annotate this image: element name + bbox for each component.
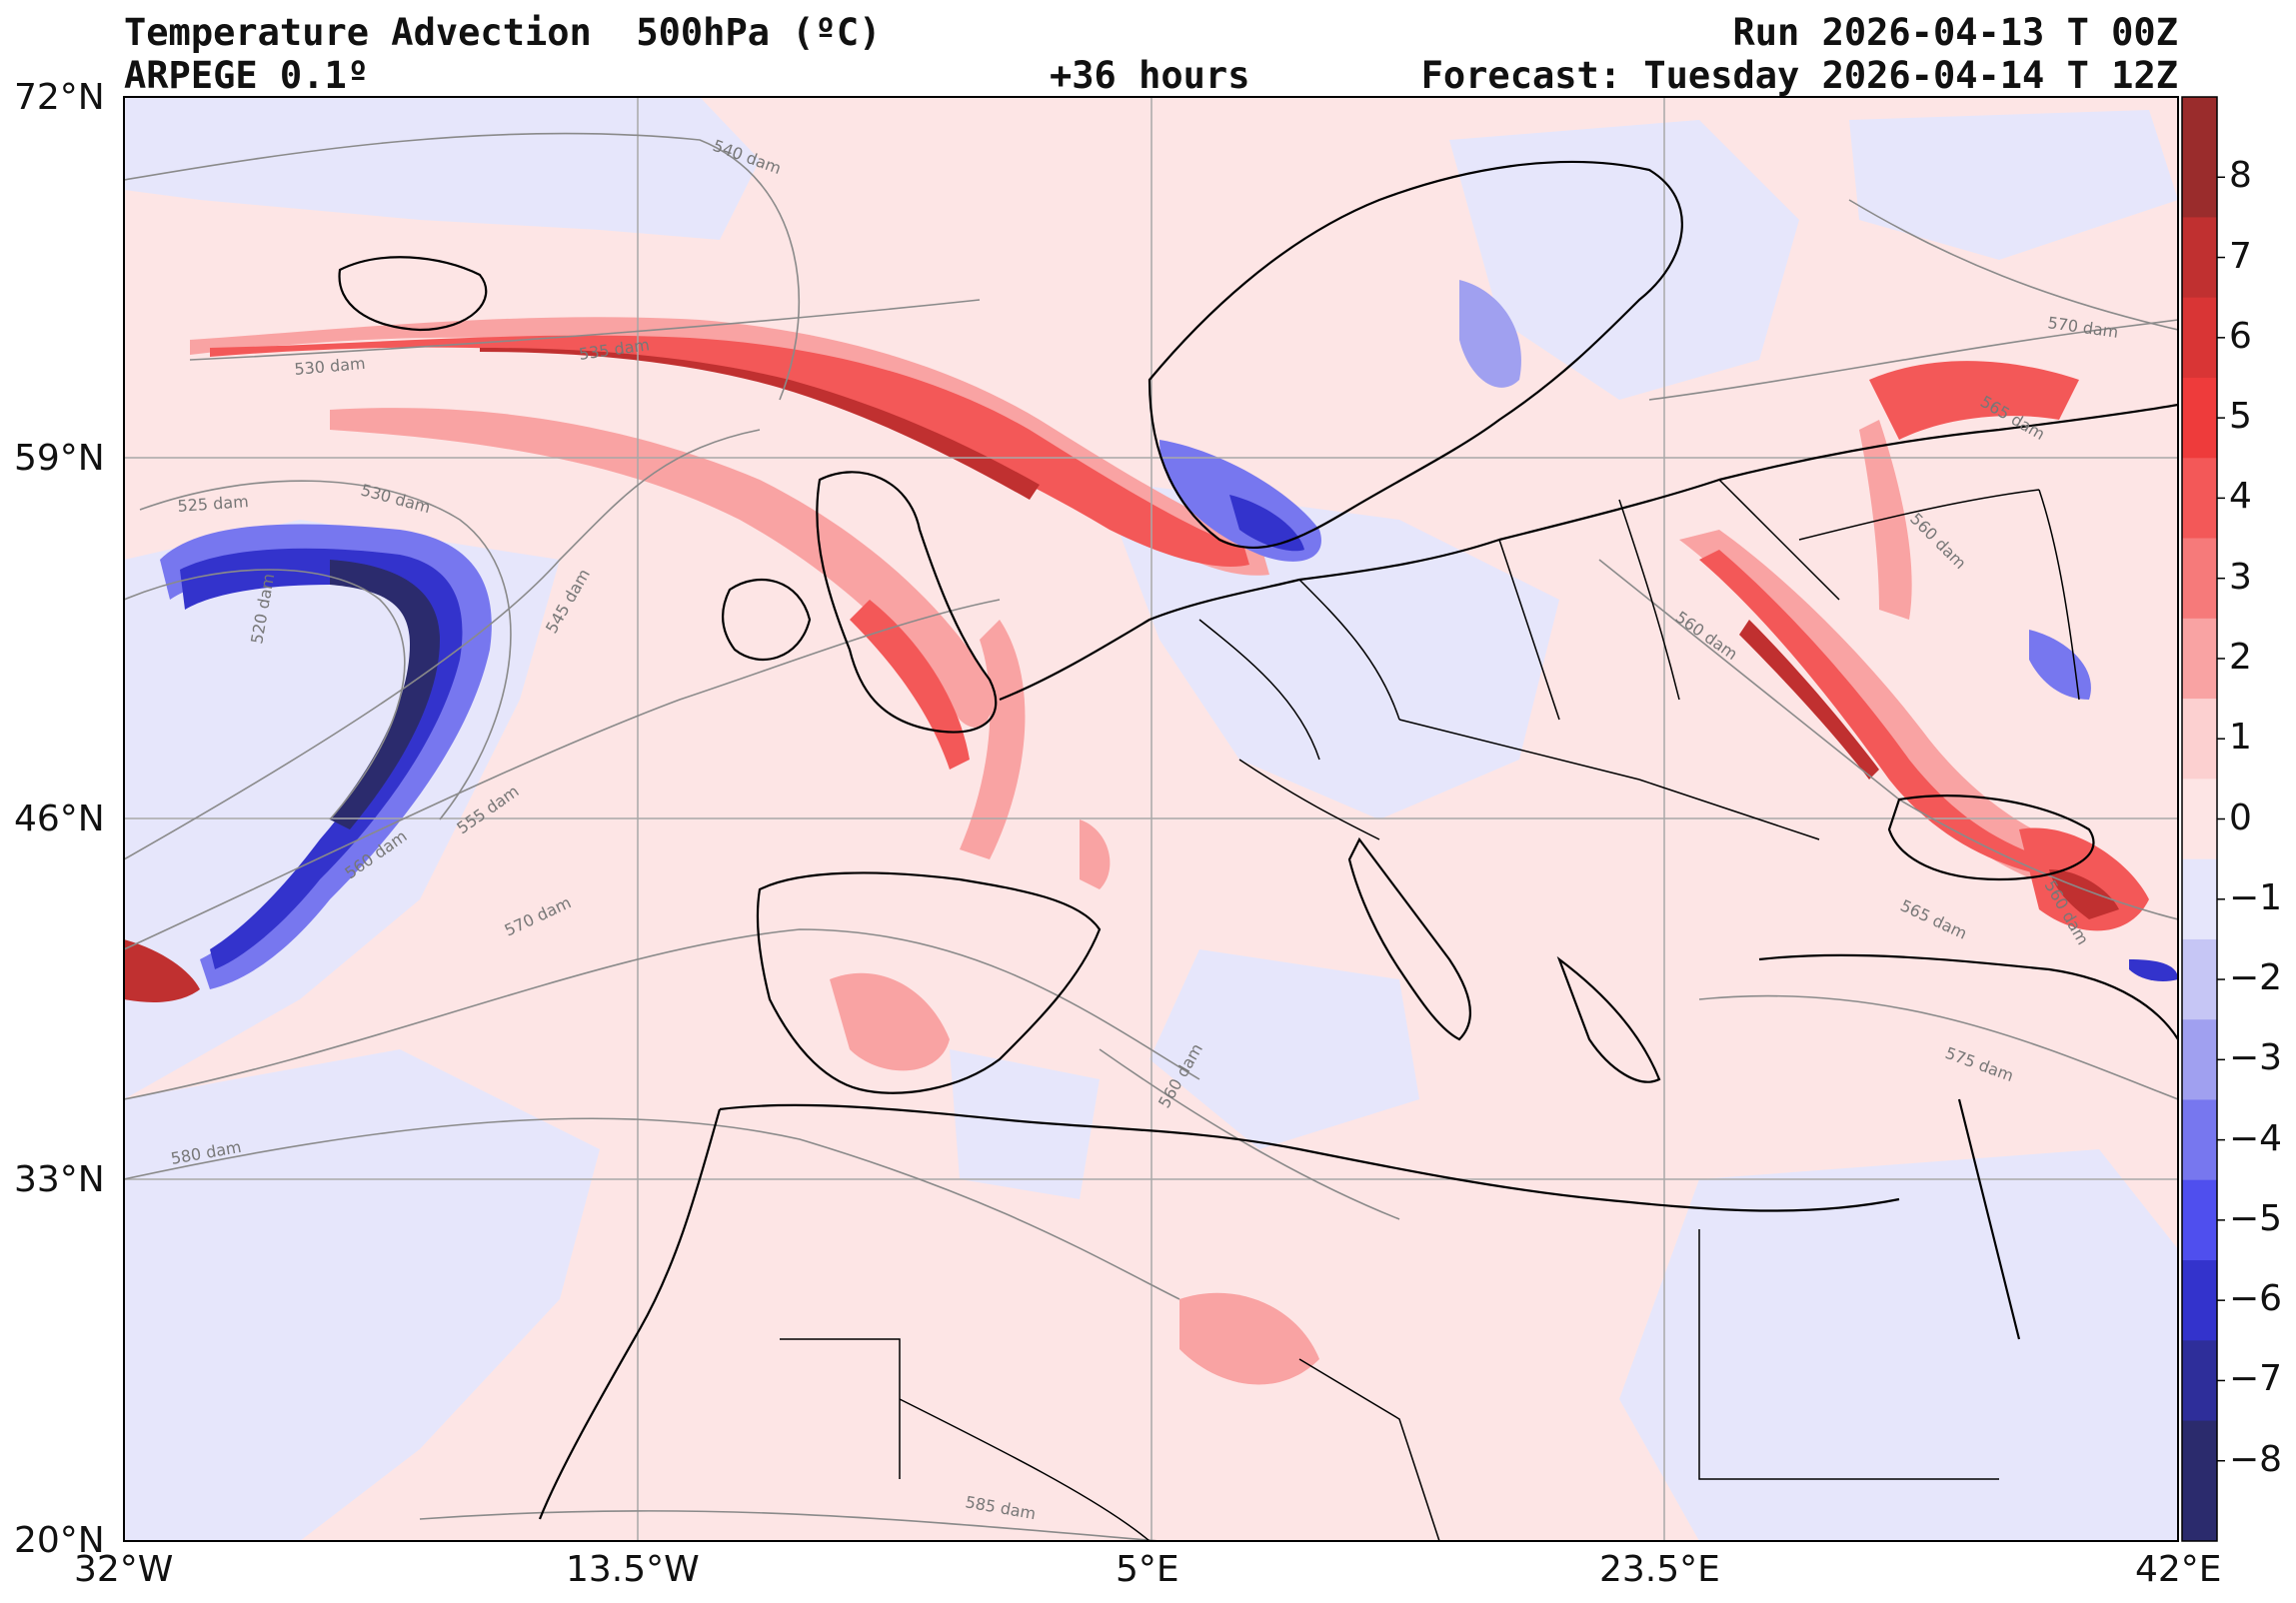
map-frame [123,96,2179,1542]
chart-title: Temperature Advection 500hPa (ºC) [124,11,882,54]
colorbar-segment [2182,858,2217,940]
colorbar-segment [2182,779,2217,860]
lon-label-42e: 42°E [2135,1549,2222,1590]
colorbar-segment [2182,97,2217,218]
map-field [124,97,2178,1541]
colorbar-tick-label: −6 [2229,1278,2283,1320]
lon-label-5e: 5°E [1116,1549,1179,1590]
colorbar-tick-label: −1 [2229,876,2283,918]
colorbar-segment [2182,538,2217,620]
colorbar-segment [2182,1420,2217,1542]
colorbar [2181,96,2225,1542]
warm-ne-russia [1869,361,2079,440]
colorbar-tick-label: −5 [2229,1197,2283,1239]
lat-label-46n: 46°N [14,799,105,839]
colorbar-tick-label: 6 [2229,315,2252,357]
lat-label-20n: 20°N [14,1520,105,1561]
warm-band-uk-core [850,600,970,770]
lon-label-13-5w: 13.5°W [566,1549,700,1590]
contour-label: 525 dam [177,492,249,516]
colorbar-segment [2182,1019,2217,1100]
geopotential-contours [124,132,2178,1541]
warm-patch-biscay [1080,819,1111,889]
colorbar-segment [2182,1260,2217,1341]
warm-spot-west [124,939,200,1002]
lat-label-33n: 33°N [14,1159,105,1200]
coastlines [338,160,2178,1520]
lon-label-32w: 32°W [74,1549,174,1590]
forecast-label: Forecast: Tuesday 2026-04-14 T 12Z [1420,54,2178,97]
colorbar-tick-label: −3 [2229,1037,2283,1079]
colorbar-segment [2182,217,2217,299]
warm-band-france [960,620,1026,859]
warm-band-uk [330,408,993,728]
colorbar-tick-label: 4 [2229,476,2252,518]
warm-ne-band [1859,420,1912,620]
colorbar-tick-label: −7 [2229,1358,2283,1400]
colorbar-segment [2182,1099,2217,1181]
warm-band-east-mid [1699,550,2049,874]
cold-spot-caspian [2129,959,2178,981]
colorbar-tick-label: 1 [2229,717,2252,759]
colorbar-segment [2182,1340,2217,1422]
colorbar-tick-label: 8 [2229,155,2252,197]
graticule [124,97,2178,1541]
country-borders [780,479,2080,1541]
colorbar-tick-label: 3 [2229,556,2252,598]
colorbar-segment [2182,458,2217,540]
colorbar-tick-label: −4 [2229,1117,2283,1159]
colorbar-segment [2182,699,2217,780]
cold-hook-core [330,560,440,829]
colorbar-segment [2182,297,2217,379]
cold-spot-sweden [1459,280,1521,388]
colorbar-segment [2182,1179,2217,1261]
colorbar-segment [2182,618,2217,700]
colorbar-segment [2182,938,2217,1020]
colorbar-tick-label: 5 [2229,396,2252,438]
colorbar-tick-label: 7 [2229,235,2252,277]
warm-patch-africa [1179,1292,1319,1385]
warm-jet-mid [210,335,1249,567]
cold-hook-mid [180,548,463,969]
lon-label-23-5e: 23.5°E [1599,1549,1720,1590]
warm-patch-iberia [830,972,950,1071]
model-label: ARPEGE 0.1º [124,54,370,97]
cold-spot-east [2029,630,2091,700]
warm-band-east-core [1739,620,1879,780]
run-label: Run 2026-04-13 T 00Z [1732,11,2178,54]
colorbar-tick-label: −8 [2229,1438,2283,1480]
colorbar-tick-label: 2 [2229,636,2252,678]
warm-jet-core [480,348,1040,500]
lat-label-72n: 72°N [14,77,105,118]
colorbar-segment [2182,377,2217,459]
lead-time-label: +36 hours [1050,54,1250,97]
colorbar-tick-label: −2 [2229,957,2283,999]
cold-spot-skagerrak-core [1229,495,1304,552]
colorbar-tick-label: 0 [2229,797,2252,838]
lat-label-59n: 59°N [14,438,105,479]
